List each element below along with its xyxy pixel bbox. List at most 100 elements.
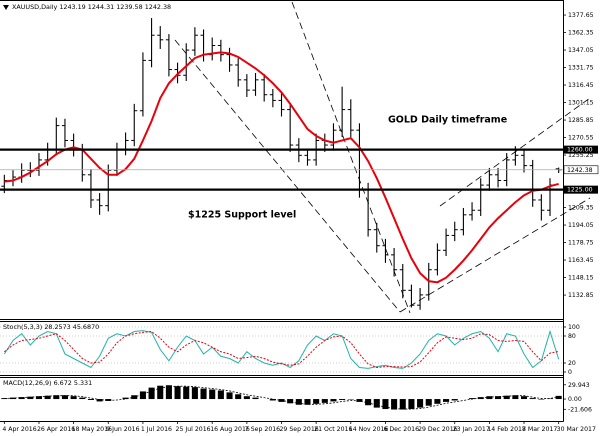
y-tick-label: 1301.15	[568, 100, 594, 107]
x-tick-label: 4 Apr 2016	[2, 426, 36, 433]
y-tick-label: 1178.75	[568, 240, 594, 247]
x-tick-label: 14 Feb 2017	[487, 426, 526, 433]
macd-bar	[87, 399, 94, 400]
y-tick-label: 1148.15	[568, 275, 594, 282]
macd-bar	[200, 388, 207, 400]
x-tick-label: 21 Oct 2016	[314, 426, 352, 433]
moving-average	[4, 51, 559, 284]
y-tick-label: 1255.25	[568, 152, 594, 159]
macd-bar	[503, 395, 510, 400]
macd-bar	[96, 399, 103, 402]
chart-header: XAUUSD,Daily 1243.19 1244.31 1239.58 124…	[12, 3, 171, 11]
x-tick-label: 6 Dec 2016	[383, 426, 419, 433]
annotation: GOLD Daily timeframe	[388, 115, 507, 126]
symbol-icon	[3, 5, 9, 10]
macd-bar	[356, 399, 363, 402]
macd-bar	[520, 396, 528, 400]
macd-bar	[53, 395, 60, 400]
stoch-line	[3, 329, 560, 369]
x-tick-label: 23 Jan 2017	[453, 426, 490, 433]
x-tick-label: 30 Mar 2017	[557, 426, 596, 433]
macd-bar	[330, 399, 337, 402]
macd-bar	[44, 395, 51, 400]
macd-bar	[61, 395, 68, 400]
macd-bar	[486, 396, 493, 400]
macd-bar	[443, 399, 450, 402]
y-tick-label: 80	[568, 333, 576, 340]
macd-bar	[399, 399, 406, 410]
macd-bar	[512, 395, 519, 400]
y-tick-label: 0	[568, 369, 572, 376]
macd-bar	[148, 387, 155, 400]
frames	[0, 0, 564, 422]
macd-bar	[105, 399, 112, 401]
macd-bar	[304, 399, 311, 405]
macd-bar	[477, 397, 484, 400]
level-box	[564, 185, 598, 194]
last-price-box	[563, 165, 599, 175]
macd-bar	[139, 391, 146, 400]
y-tick-label: 1209.35	[568, 205, 594, 212]
x-tick-label: 18 May 2016	[72, 426, 112, 433]
x-tick-label: 26 Apr 2016	[37, 426, 75, 433]
macd-bar	[469, 398, 476, 400]
macd-bar	[191, 387, 198, 400]
y-tick-label: 1377.65	[568, 12, 594, 19]
macd-bar	[35, 396, 43, 400]
stoch-line	[4, 330, 559, 369]
y-tick-label: 1270.55	[568, 135, 594, 142]
x-tick-label: 25 Jul 2016	[176, 426, 211, 433]
macd-bar	[217, 390, 224, 400]
macd-bar	[425, 399, 432, 406]
y-tick-label: 1331.75	[568, 65, 594, 72]
macd-bar	[252, 397, 259, 400]
macd-bar	[555, 395, 562, 400]
macd-bar	[209, 389, 216, 400]
macd-bar	[382, 399, 389, 410]
macd-bar	[157, 385, 164, 400]
macd-bar	[339, 399, 346, 400]
macd-bar	[313, 399, 320, 404]
annotation: $1225 Support level	[188, 210, 296, 221]
macd-bar	[365, 399, 372, 406]
macd-bar	[27, 396, 34, 400]
macd-bar	[295, 399, 302, 405]
macd-bar	[226, 392, 233, 400]
y-tick-label: 1163.45	[568, 257, 594, 264]
macd-bar	[70, 396, 77, 400]
macd-bar	[79, 397, 86, 400]
trend-line	[291, 1, 411, 314]
y-tick-label: -21.606	[568, 406, 592, 413]
macd-bar	[243, 396, 250, 400]
level-box	[564, 145, 598, 154]
y-tick-label: 1194.05	[568, 222, 594, 229]
last-price-label: 1242.38	[567, 167, 593, 174]
macd-bar	[122, 397, 129, 400]
macd-bar	[174, 386, 181, 400]
x-tick-label: 29 Dec 2016	[418, 426, 458, 433]
macd-bar	[417, 399, 424, 408]
x-tick-label: 9 Jun 2016	[106, 426, 139, 433]
macd-bar	[235, 394, 242, 400]
x-tick-label: 29 Sep 2016	[280, 426, 319, 433]
y-tick-label: 29.943	[568, 382, 590, 389]
macd-bar	[529, 398, 536, 400]
macd-bar	[321, 399, 328, 403]
y-tick-label: 1347.05	[568, 47, 594, 54]
y-tick-label: 1132.85	[568, 292, 594, 299]
y-tick-label: 0.00	[568, 396, 582, 403]
level-label: 1260.00	[567, 147, 593, 154]
x-tick-label: 14 Nov 2016	[349, 426, 389, 433]
trend-line	[399, 197, 591, 313]
macd-bar	[451, 399, 458, 401]
macd-header: MACD(12,26,9) 6.672 5.331	[3, 379, 92, 387]
macd-bar	[495, 396, 502, 400]
macd-bar	[18, 397, 25, 400]
y-tick-label: 1316.45	[568, 82, 594, 89]
macd-bar	[373, 399, 380, 408]
macd-bar	[391, 399, 398, 410]
x-tick-label: 1 Jul 2016	[141, 426, 172, 433]
macd-bar	[287, 399, 294, 404]
